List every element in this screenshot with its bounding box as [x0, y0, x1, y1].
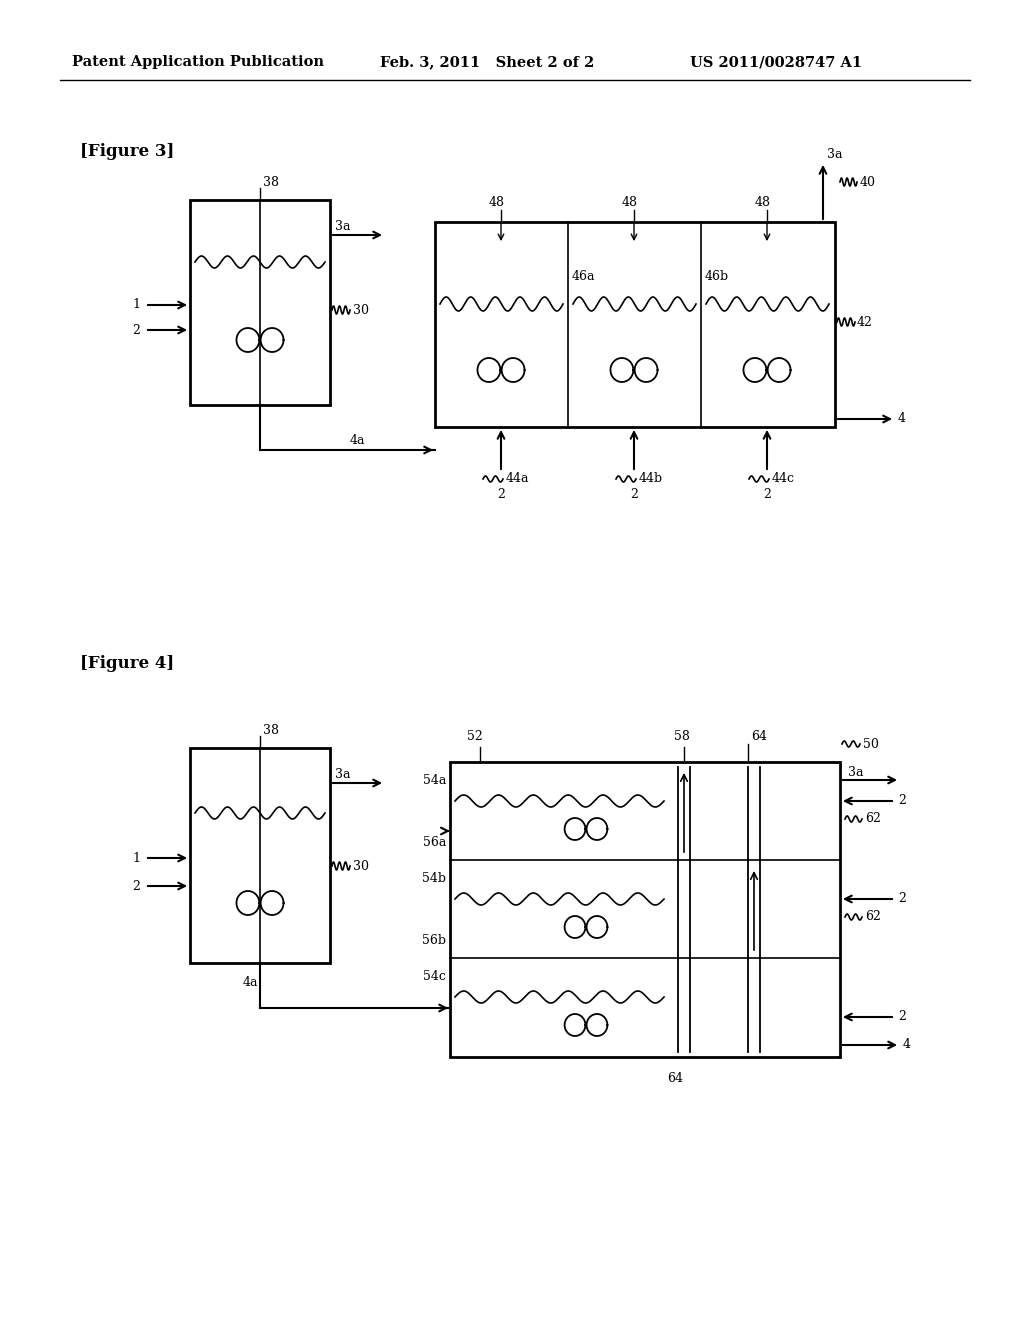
- Text: 4a: 4a: [243, 977, 258, 990]
- Text: 48: 48: [489, 195, 505, 209]
- Bar: [435, 222, 835, 426]
- Text: 1: 1: [132, 298, 140, 312]
- Text: 58: 58: [674, 730, 690, 743]
- Text: 3a: 3a: [335, 767, 350, 780]
- Text: Patent Application Publication: Patent Application Publication: [72, 55, 324, 69]
- Text: 38: 38: [263, 723, 279, 737]
- Text: [Figure 3]: [Figure 3]: [80, 144, 174, 161]
- Text: 1: 1: [132, 851, 140, 865]
- Text: 62: 62: [865, 911, 881, 924]
- Text: 4: 4: [898, 412, 906, 425]
- Text: 62: 62: [865, 813, 881, 825]
- Text: 3a: 3a: [335, 219, 350, 232]
- Text: 3a: 3a: [848, 766, 863, 779]
- Text: 42: 42: [857, 315, 872, 329]
- Text: 40: 40: [860, 176, 876, 189]
- Text: 56a: 56a: [423, 836, 446, 849]
- Text: 30: 30: [353, 859, 369, 873]
- Text: 2: 2: [132, 323, 140, 337]
- Text: 2: 2: [898, 892, 906, 906]
- Text: 54c: 54c: [423, 969, 446, 982]
- Text: 3a: 3a: [827, 148, 843, 161]
- Text: 48: 48: [622, 195, 638, 209]
- Text: 2: 2: [497, 488, 505, 502]
- Text: 30: 30: [353, 304, 369, 317]
- Text: 4a: 4a: [350, 434, 366, 447]
- Text: 4: 4: [903, 1039, 911, 1052]
- Text: 48: 48: [755, 195, 771, 209]
- Text: 38: 38: [263, 176, 279, 189]
- Text: Feb. 3, 2011   Sheet 2 of 2: Feb. 3, 2011 Sheet 2 of 2: [380, 55, 594, 69]
- Text: 44c: 44c: [772, 473, 795, 486]
- Text: 64: 64: [751, 730, 767, 743]
- Text: 44b: 44b: [639, 473, 664, 486]
- Text: 46b: 46b: [705, 271, 729, 284]
- Text: 2: 2: [132, 879, 140, 892]
- Bar: [450, 762, 840, 1057]
- Text: 54b: 54b: [422, 871, 446, 884]
- Text: 50: 50: [863, 738, 879, 751]
- Text: 56b: 56b: [422, 933, 446, 946]
- Text: [Figure 4]: [Figure 4]: [80, 655, 174, 672]
- Text: 64: 64: [667, 1072, 683, 1085]
- Text: 2: 2: [898, 1011, 906, 1023]
- Text: 2: 2: [630, 488, 638, 502]
- Text: 2: 2: [763, 488, 771, 502]
- Text: 2: 2: [898, 795, 906, 808]
- Text: 44a: 44a: [506, 473, 529, 486]
- Bar: [190, 201, 330, 405]
- Text: 54a: 54a: [423, 774, 446, 787]
- Bar: [190, 748, 330, 964]
- Text: 46a: 46a: [572, 271, 596, 284]
- Text: US 2011/0028747 A1: US 2011/0028747 A1: [690, 55, 862, 69]
- Text: 52: 52: [467, 730, 483, 743]
